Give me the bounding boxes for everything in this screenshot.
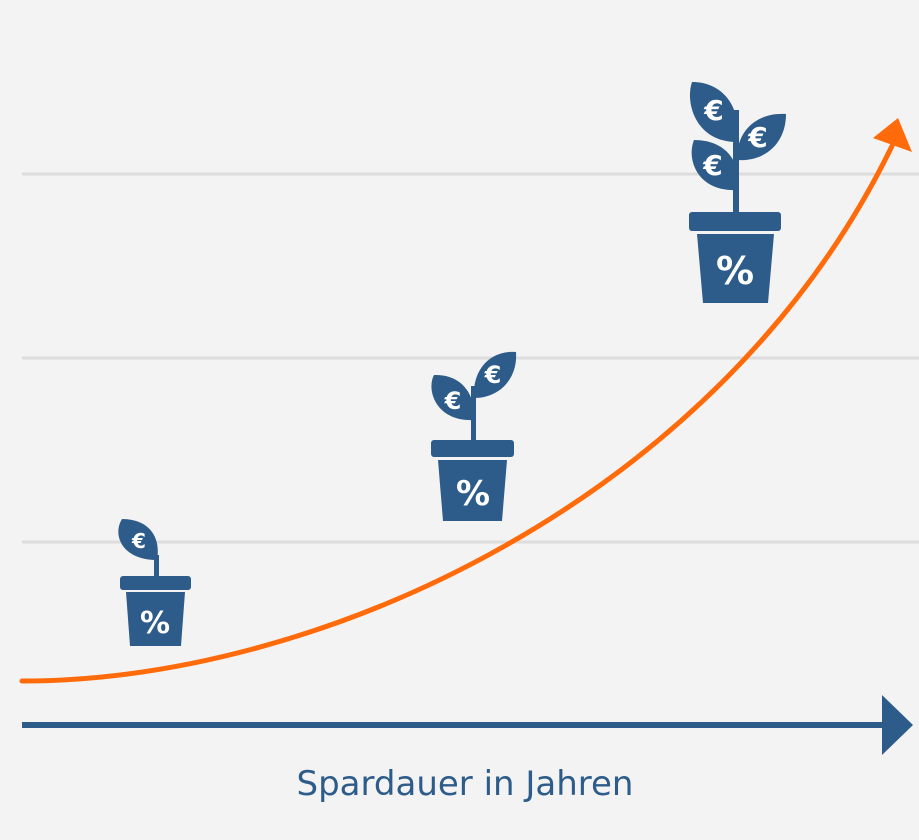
growth-curve xyxy=(19,118,912,684)
euro-icon: € xyxy=(703,94,723,127)
percent-icon: % xyxy=(456,474,490,514)
medium-plant: € € % xyxy=(431,351,517,521)
percent-icon: % xyxy=(140,606,170,641)
euro-icon: € xyxy=(444,387,462,415)
small-plant-pot xyxy=(126,592,185,646)
euro-icon: € xyxy=(702,149,722,182)
x-axis-label: Spardauer in Jahren xyxy=(296,764,634,804)
percent-icon: % xyxy=(716,249,754,293)
medium-plant-leaf-left xyxy=(431,374,475,421)
medium-plant-leaf-right xyxy=(473,351,517,398)
euro-icon: € xyxy=(131,529,146,553)
large-plant-pot xyxy=(697,234,774,303)
small-plant-leaf xyxy=(118,519,158,560)
small-plant-stem xyxy=(154,555,159,579)
large-plant: € € € % xyxy=(689,82,786,303)
medium-plant-pot xyxy=(438,460,507,521)
euro-icon: € xyxy=(747,121,767,154)
large-plant-leaf-right xyxy=(736,113,786,161)
x-axis-arrow xyxy=(22,695,913,755)
small-plant: € % xyxy=(118,519,191,646)
medium-plant-pot-rim xyxy=(431,440,514,457)
large-plant-stem xyxy=(733,110,739,214)
small-plant-pot-rim xyxy=(120,576,191,590)
euro-icon: € xyxy=(484,361,502,389)
large-plant-leaf-top xyxy=(689,82,738,142)
large-plant-leaf-bottom xyxy=(691,140,738,191)
large-plant-pot-rim xyxy=(689,212,781,231)
